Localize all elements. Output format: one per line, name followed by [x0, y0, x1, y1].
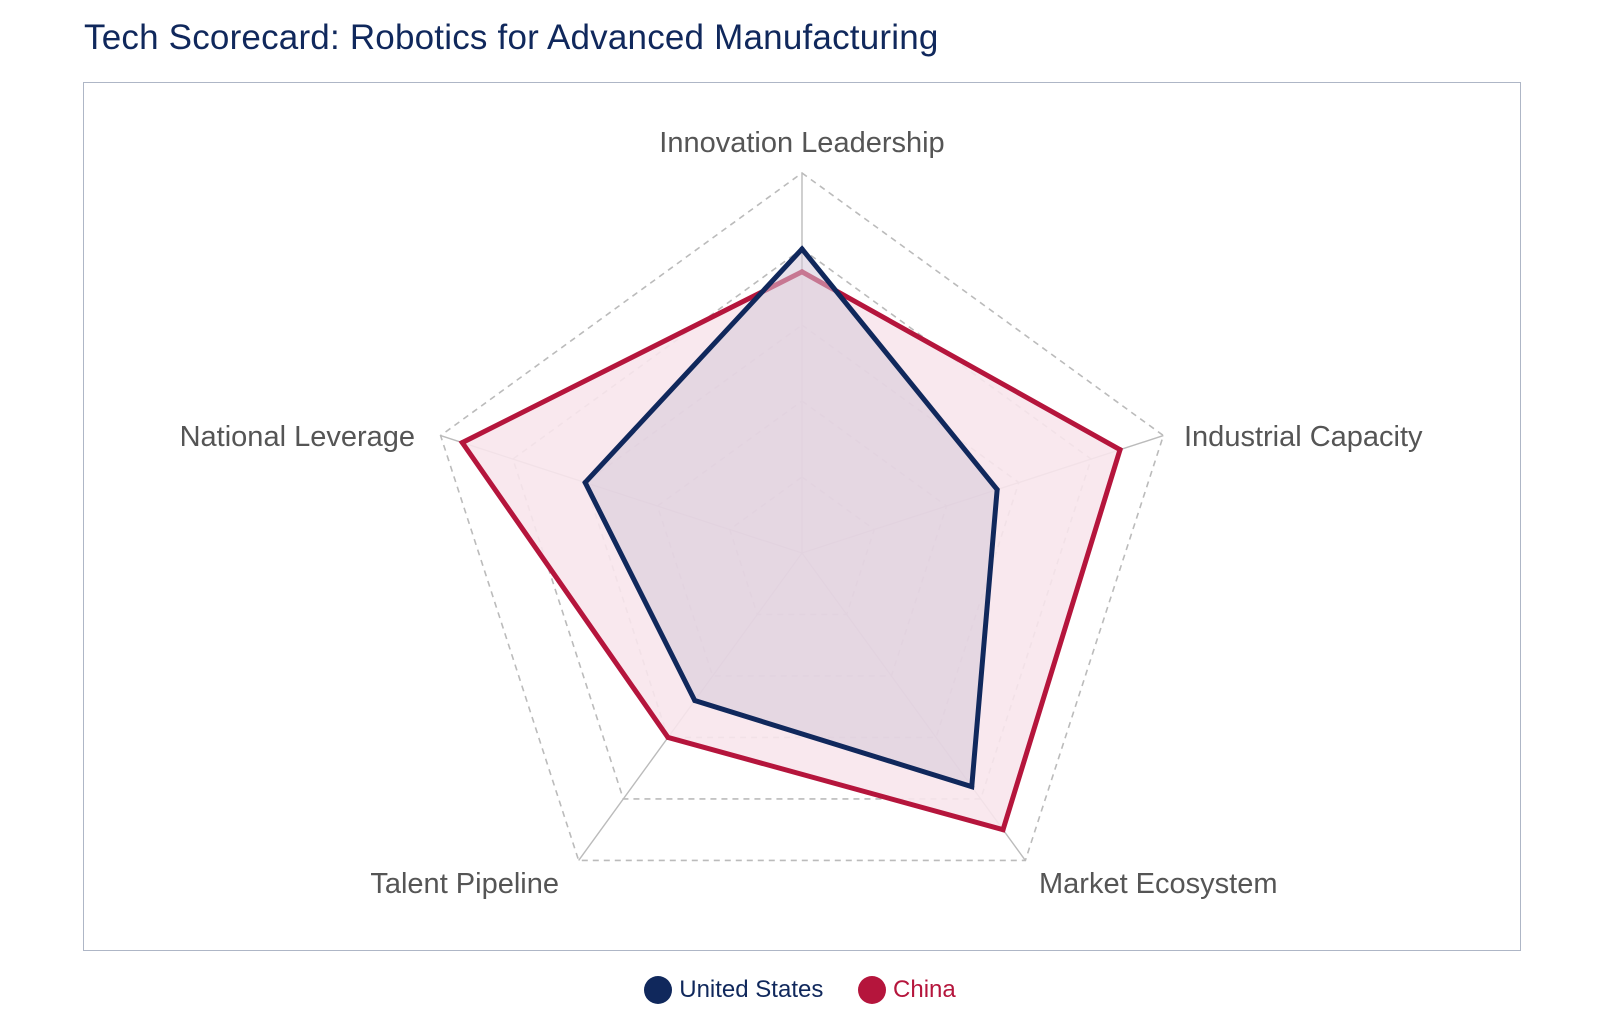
legend-label-china: China	[893, 976, 956, 1003]
radar-axis-labels: Innovation Leadership Industrial Capacit…	[180, 127, 1423, 900]
legend-label-united-states: United States	[679, 976, 824, 1003]
point-united-states-talent-pipeline	[692, 698, 698, 704]
axis-label-talent-pipeline: Talent Pipeline	[370, 868, 559, 900]
legend-swatch-united-states	[644, 976, 673, 1004]
point-china-talent-pipeline	[665, 734, 671, 740]
axis-label-market-ecosystem: Market Ecosystem	[1039, 868, 1278, 900]
legend-item-china[interactable]: China	[858, 976, 956, 1004]
axis-label-national-leverage: National Leverage	[180, 421, 415, 453]
radar-chart: Innovation Leadership Industrial Capacit…	[180, 127, 1423, 900]
radar-series	[458, 245, 1124, 833]
axis-label-industrial-capacity: Industrial Capacity	[1184, 421, 1423, 453]
point-united-states-national-leverage	[582, 480, 588, 486]
axis-label-innovation-leadership: Innovation Leadership	[659, 127, 944, 159]
point-united-states-innovation-leadership	[799, 246, 805, 252]
chart-frame	[83, 82, 1521, 951]
point-china-national-leverage	[459, 440, 465, 446]
chart-legend: United States China	[0, 976, 1600, 1011]
grid-ring-5	[439, 172, 1165, 862]
point-united-states-industrial-capacity	[994, 487, 1000, 493]
legend-item-united-states[interactable]: United States	[644, 976, 823, 1004]
point-china-industrial-capacity	[1117, 447, 1123, 453]
point-united-states-market-ecosystem	[969, 784, 975, 790]
legend-swatch-china	[858, 976, 887, 1004]
point-china-market-ecosystem	[1000, 827, 1006, 833]
chart-title: Tech Scorecard: Robotics for Advanced Ma…	[84, 18, 939, 57]
series-united-states	[582, 245, 1000, 790]
